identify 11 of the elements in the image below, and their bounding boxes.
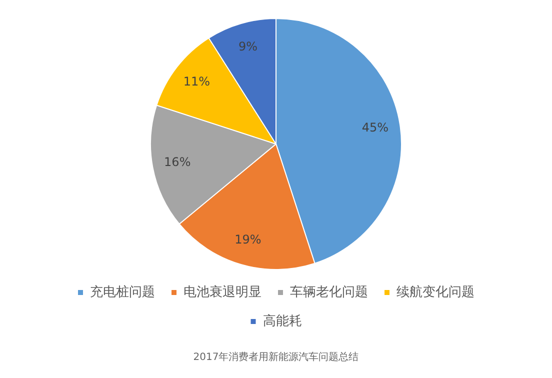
legend-label: 电池衰退明显 [184, 284, 262, 300]
legend-label: 充电桩问题 [90, 284, 155, 300]
data-label: 45% [362, 120, 388, 134]
legend-label: 续航变化问题 [396, 284, 474, 300]
text: 2017年消费者用新能源汽车问题总结 [192, 350, 360, 364]
data-label: 11% [183, 74, 210, 89]
data-label: 16% [164, 154, 191, 169]
data-label: 9% [238, 40, 258, 54]
data-label: 19% [234, 232, 262, 247]
legend-label: 车辆老化问题 [290, 284, 368, 300]
legend-label: 高能耗 [262, 312, 302, 329]
